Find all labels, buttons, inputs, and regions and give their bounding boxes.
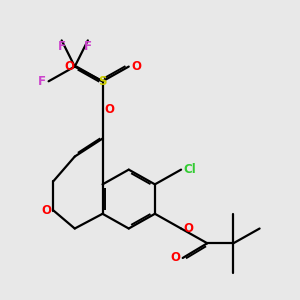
Text: F: F xyxy=(84,40,92,53)
Text: S: S xyxy=(98,75,107,88)
Text: Cl: Cl xyxy=(184,163,197,176)
Text: O: O xyxy=(105,103,115,116)
Text: O: O xyxy=(64,60,74,73)
Text: O: O xyxy=(183,222,193,235)
Text: F: F xyxy=(38,75,45,88)
Text: O: O xyxy=(131,60,141,73)
Text: O: O xyxy=(170,251,181,265)
Text: F: F xyxy=(58,40,66,53)
Text: O: O xyxy=(41,204,51,217)
